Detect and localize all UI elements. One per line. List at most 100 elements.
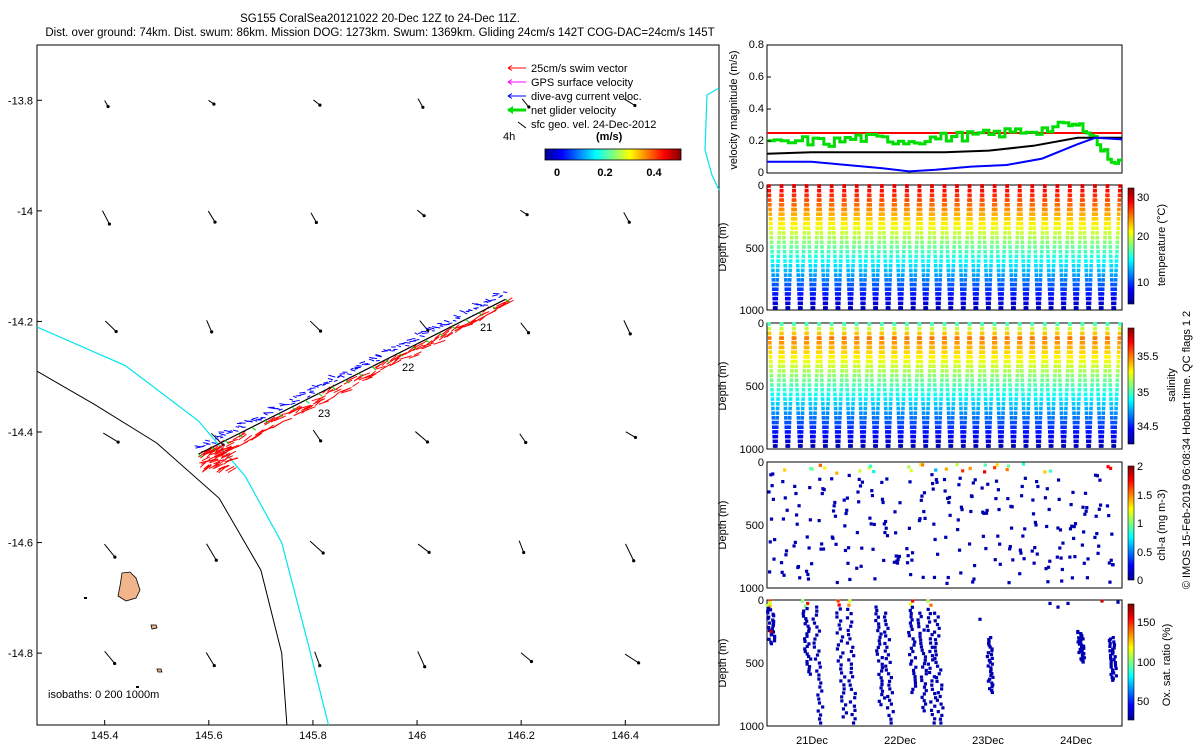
profile-sample [909, 273, 913, 277]
profile-sample [1016, 345, 1021, 350]
profile-sample [790, 221, 795, 226]
profile-sample [1000, 282, 1005, 287]
dive-avg-current-vector [425, 327, 432, 331]
profile-sample [910, 551, 915, 555]
profile-sample [958, 392, 963, 397]
profile-sample [833, 514, 838, 518]
profile-sample [876, 392, 881, 397]
profile-sample [887, 430, 892, 434]
oxygen-sample [990, 662, 994, 666]
profile-sample [967, 322, 972, 326]
profile-sample [1102, 254, 1107, 259]
profile-sample [792, 326, 797, 331]
profile-sample [907, 369, 911, 373]
profile-sample [1082, 221, 1086, 226]
profile-sample [1011, 306, 1015, 310]
profile-sample [859, 416, 863, 420]
profile-sample [923, 516, 927, 520]
profile-sample [777, 240, 781, 245]
profile-sample [1060, 292, 1065, 296]
profile-sample [827, 378, 831, 383]
profile-sample [912, 434, 917, 439]
profile-sample [975, 287, 980, 292]
profile-sample [881, 359, 886, 364]
profile-sample [775, 411, 780, 415]
profile-sample [822, 301, 827, 306]
profile-sample [801, 401, 805, 406]
profile-sample [946, 406, 951, 411]
swim-vector [415, 345, 426, 351]
profile-sample [870, 489, 874, 493]
geo-vector-head [524, 440, 528, 445]
profile-sample [907, 465, 911, 469]
profile-sample [918, 207, 923, 212]
profile-sample [931, 487, 935, 491]
profile-sample [1069, 350, 1073, 354]
oxygen-sample [891, 710, 895, 714]
profile-sample [972, 296, 977, 301]
profile-sample [1093, 202, 1098, 207]
profile-sample [907, 526, 911, 530]
swim-vector [413, 351, 422, 356]
profile-sample [827, 245, 831, 249]
profile-sample [769, 231, 773, 235]
profile-sample [971, 259, 975, 263]
profile-sample [1056, 526, 1060, 530]
profile-sample [1106, 193, 1110, 198]
profile-sample [1012, 430, 1017, 434]
profile-sample [957, 240, 962, 245]
oxygen-sample [923, 682, 928, 686]
oxygen-sample [932, 721, 936, 725]
swim-vector [301, 406, 312, 411]
profile-sample [870, 493, 875, 498]
profile-sample [1014, 397, 1019, 401]
geo-vector-head [425, 440, 430, 444]
profile-sample [962, 430, 967, 434]
oxygen-sample [767, 637, 771, 641]
profile-sample [907, 364, 911, 369]
profile-sample [1047, 282, 1052, 287]
profile-sample [1054, 345, 1059, 350]
oxygen-sample [848, 683, 852, 687]
profile-sample [870, 254, 875, 259]
profile-sample [1044, 217, 1049, 221]
profile-sample [802, 231, 807, 235]
profile-sample [964, 263, 968, 268]
profile-sample [885, 306, 890, 310]
net-glider-velocity [358, 372, 363, 377]
profile-sample [797, 296, 802, 301]
profile-sample [1041, 364, 1045, 369]
dive-avg-current-vector [309, 391, 315, 394]
profile-sample [852, 245, 856, 249]
swim-vector [270, 417, 278, 423]
profile-sample [926, 406, 930, 411]
profile-sample [1064, 259, 1069, 263]
profile-sample [944, 369, 949, 373]
profile-sample [1107, 359, 1111, 364]
profile-sample [948, 439, 952, 444]
profile-sample [872, 425, 876, 430]
profile-sample [897, 439, 902, 444]
profile-sample [918, 331, 922, 336]
profile-sample [1066, 345, 1071, 350]
oxygen-sample [807, 642, 811, 646]
profile-sample [1043, 470, 1047, 474]
profile-sample [816, 212, 820, 216]
profile-sample [869, 522, 873, 526]
profile-sample [793, 207, 797, 212]
profile-sample [776, 387, 781, 392]
swim-vector [430, 336, 440, 344]
profile-sample [951, 263, 956, 268]
profile-sample [780, 570, 784, 574]
dive-avg-current-vector [498, 295, 503, 299]
swim-vector [225, 447, 234, 452]
profile-sample [1107, 231, 1112, 235]
profile-sample [993, 207, 998, 212]
profile-sample [944, 231, 949, 235]
oxygen-sample [1079, 649, 1083, 654]
geo-vector [520, 652, 532, 662]
profile-sample [1110, 420, 1114, 425]
oxygen-sample [807, 667, 811, 671]
profile-sample [1047, 420, 1052, 425]
profile-sample [769, 473, 773, 477]
